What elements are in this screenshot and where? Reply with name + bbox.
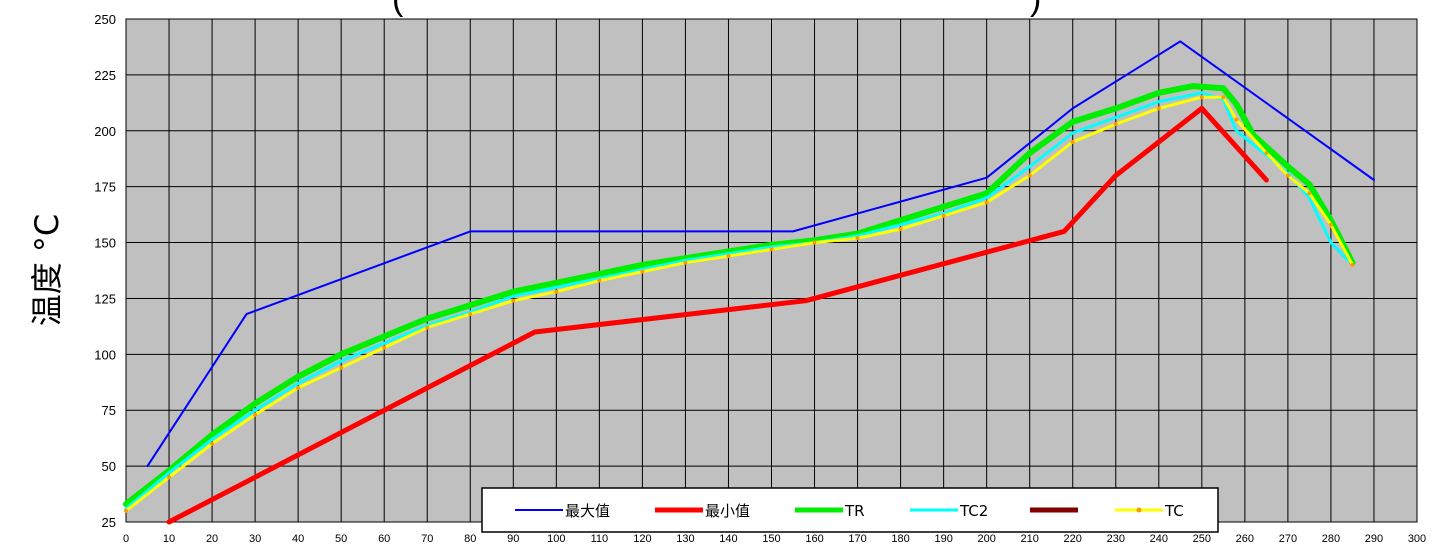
series-point-5 <box>468 312 473 317</box>
y-axis-title: 温度 °C <box>28 214 66 327</box>
series-point-5 <box>769 247 774 252</box>
y-tick-label: 125 <box>94 291 116 306</box>
y-tick-label: 50 <box>102 459 116 474</box>
series-point-5 <box>167 475 172 480</box>
y-tick-label: 175 <box>94 180 116 195</box>
series-point-5 <box>984 200 989 205</box>
series-point-5 <box>124 508 128 513</box>
legend-label-2: TR <box>844 502 865 520</box>
series-point-5 <box>1027 173 1032 178</box>
x-tick-label: 260 <box>1236 533 1254 545</box>
x-tick-label: 10 <box>163 533 175 545</box>
series-point-5 <box>1285 173 1290 178</box>
chart-title-right: ) <box>1030 0 1041 18</box>
legend-label-3: TC2 <box>959 502 988 520</box>
series-line-2 <box>123 83 1356 508</box>
x-tick-label: 140 <box>719 533 737 545</box>
series-point-5 <box>1113 122 1118 127</box>
series-point-5 <box>1350 262 1355 267</box>
legend-label-1: 最小值 <box>705 502 750 520</box>
x-tick-label: 80 <box>464 533 476 545</box>
series-point-5 <box>1070 139 1075 144</box>
series-point-5 <box>941 213 946 218</box>
series-point-5 <box>382 345 387 350</box>
legend: 最大值 最小值 TR TC2 TC <box>481 487 1219 533</box>
legend-marker-5 <box>1136 507 1142 513</box>
legend-label-5: TC <box>1164 502 1184 520</box>
series-point-5 <box>210 441 215 446</box>
x-tick-label: 190 <box>934 533 952 545</box>
x-tick-label: 250 <box>1193 533 1211 545</box>
series-point-5 <box>1156 106 1161 111</box>
y-tick-label: 25 <box>102 515 116 530</box>
x-tick-label: 110 <box>591 533 609 545</box>
x-tick-label: 240 <box>1150 533 1168 545</box>
x-tick-label: 30 <box>249 533 261 545</box>
series-point-5 <box>1221 95 1226 100</box>
series-point-5 <box>898 227 903 232</box>
x-tick-label: 20 <box>206 533 218 545</box>
x-tick-label: 100 <box>547 533 565 545</box>
x-tick-label: 130 <box>676 533 694 545</box>
series-point-5 <box>597 278 602 283</box>
series-point-5 <box>640 269 645 274</box>
series-point-5 <box>425 325 430 330</box>
x-tick-label: 270 <box>1279 533 1297 545</box>
series-point-5 <box>1328 222 1333 227</box>
series-point-5 <box>339 365 344 370</box>
y-tick-label: 75 <box>102 403 116 418</box>
series-line-1 <box>166 105 1269 525</box>
y-tick-label: 100 <box>94 347 116 362</box>
x-tick-label: 170 <box>848 533 866 545</box>
x-tick-label: 280 <box>1322 533 1340 545</box>
x-tick-label: 150 <box>762 533 780 545</box>
series-point-5 <box>726 253 731 258</box>
y-tick-label: 150 <box>94 236 116 251</box>
x-tick-label: 180 <box>891 533 909 545</box>
chart-title: ( <box>392 0 404 18</box>
series-layer <box>123 40 1375 525</box>
x-tick-label: 200 <box>977 533 995 545</box>
series-point-5 <box>253 412 258 417</box>
series-point-5 <box>1234 117 1239 122</box>
x-tick-label: 60 <box>378 533 390 545</box>
series-point-5 <box>855 236 860 241</box>
y-tick-label: 250 <box>94 12 116 27</box>
x-tick-label: 0 <box>123 533 129 545</box>
series-point-5 <box>812 240 817 245</box>
title-group: ( ) <box>392 0 1041 18</box>
series-point-5 <box>1264 151 1269 156</box>
x-tick-label: 40 <box>292 533 304 545</box>
y-tick-label: 225 <box>94 68 116 83</box>
legend-box <box>481 487 1219 533</box>
series-point-5 <box>296 385 301 390</box>
series-point-5 <box>1199 95 1204 100</box>
series-point-5 <box>683 260 688 265</box>
series-point-5 <box>554 289 559 294</box>
x-tick-label: 210 <box>1021 533 1039 545</box>
x-tick-label: 300 <box>1408 533 1426 545</box>
legend-label-0: 最大值 <box>565 502 610 520</box>
series-line-0 <box>146 40 1375 468</box>
x-tick-label: 230 <box>1107 533 1125 545</box>
x-tick-label: 70 <box>421 533 433 545</box>
x-tick-label: 220 <box>1064 533 1082 545</box>
x-tick-label: 50 <box>335 533 347 545</box>
series-point-5 <box>1307 191 1312 196</box>
series-point-5 <box>511 298 516 303</box>
x-tick-label: 120 <box>633 533 651 545</box>
y-tick-label: 200 <box>94 124 116 139</box>
x-tick-label: 290 <box>1365 533 1383 545</box>
x-tick-label: 90 <box>507 533 519 545</box>
x-tick-labels: 0 10 20 30 40 50 60 70 80 90 100 110 120 130 140 150 160… <box>123 533 1426 545</box>
y-tick-labels: 25 50 75 100 125 150 175 200 225 250 <box>94 12 116 530</box>
x-tick-label: 160 <box>805 533 823 545</box>
